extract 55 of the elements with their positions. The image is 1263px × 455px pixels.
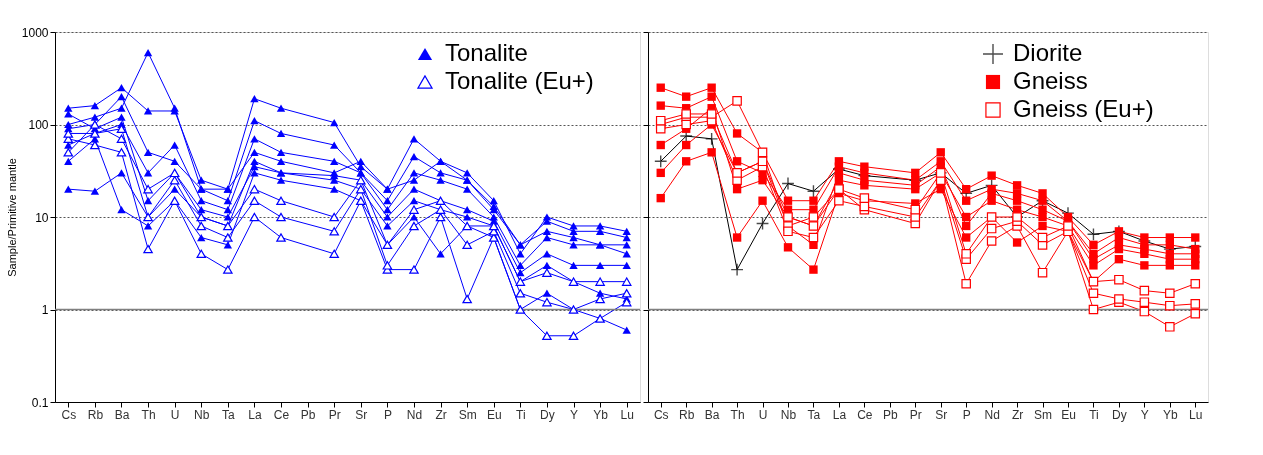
x-tick-label: Ba [114,407,130,422]
legend-label: Gneiss [1013,67,1088,94]
x-tick-label: Nd [984,407,1000,422]
x-tick-label: P [962,407,971,422]
x-tick-label: U [170,407,180,422]
x-tick-label: Pb [300,407,316,422]
y-tick-label: 1 [41,303,49,317]
x-tick-label: U [758,407,768,422]
x-tick-label: Pb [882,407,898,422]
x-tick-label: Ce [273,407,290,422]
x-tick-label: Ta [807,407,821,422]
x-tick-label: Ti [516,407,526,422]
y-tick-label: 1000 [21,25,49,40]
legend-label: Diorite [1013,39,1083,66]
x-tick-label: Y [570,407,579,422]
x-tick-label: Cs [61,407,77,422]
x-tick-label: Nb [780,407,797,422]
x-tick-label: Ti [1089,407,1099,422]
x-tick-label: Nd [406,407,423,422]
x-tick-label: Th [730,407,745,422]
x-tick-label: Yb [1162,407,1178,422]
x-tick-label: Lu [1189,407,1203,422]
x-tick-label: Dy [540,407,555,422]
y-axis-title: Sample/Primitive mantle [5,158,18,277]
x-tick-label: Sr [935,407,948,422]
x-tick-label: Dy [1112,407,1127,422]
x-tick-label: Cs [653,407,669,422]
y-tick-label: 0.1 [31,395,49,410]
legend-label: Gneiss (Eu+) [1013,95,1154,122]
legend-label: Tonalite (Eu+) [445,67,594,94]
x-tick-label: Nb [194,407,210,422]
x-tick-label: Rb [87,407,104,422]
x-tick-label: La [248,407,262,422]
x-tick-label: Ce [857,407,873,422]
x-tick-label: Eu [1061,407,1076,422]
x-tick-label: Yb [593,407,609,422]
x-tick-label: Rb [679,407,695,422]
y-tick-label: 10 [35,210,49,225]
x-tick-label: La [832,407,847,422]
legend-label: Tonalite [445,39,528,66]
x-tick-label: Zr [435,407,447,422]
x-tick-label: Th [141,407,156,422]
x-tick-label: Sr [355,407,368,422]
x-tick-label: Pr [909,407,922,422]
x-tick-label: Eu [486,407,502,422]
x-tick-label: Lu [620,407,634,422]
x-tick-label: Zr [1011,407,1024,422]
y-tick-label: 100 [28,118,49,132]
x-tick-label: Ta [222,407,235,422]
x-tick-label: Sm [1034,407,1053,422]
x-tick-label: P [383,407,392,422]
x-tick-label: Sm [458,407,477,422]
x-tick-label: Y [1140,407,1149,422]
x-tick-label: Pr [328,407,341,422]
x-tick-label: Ba [704,407,720,422]
